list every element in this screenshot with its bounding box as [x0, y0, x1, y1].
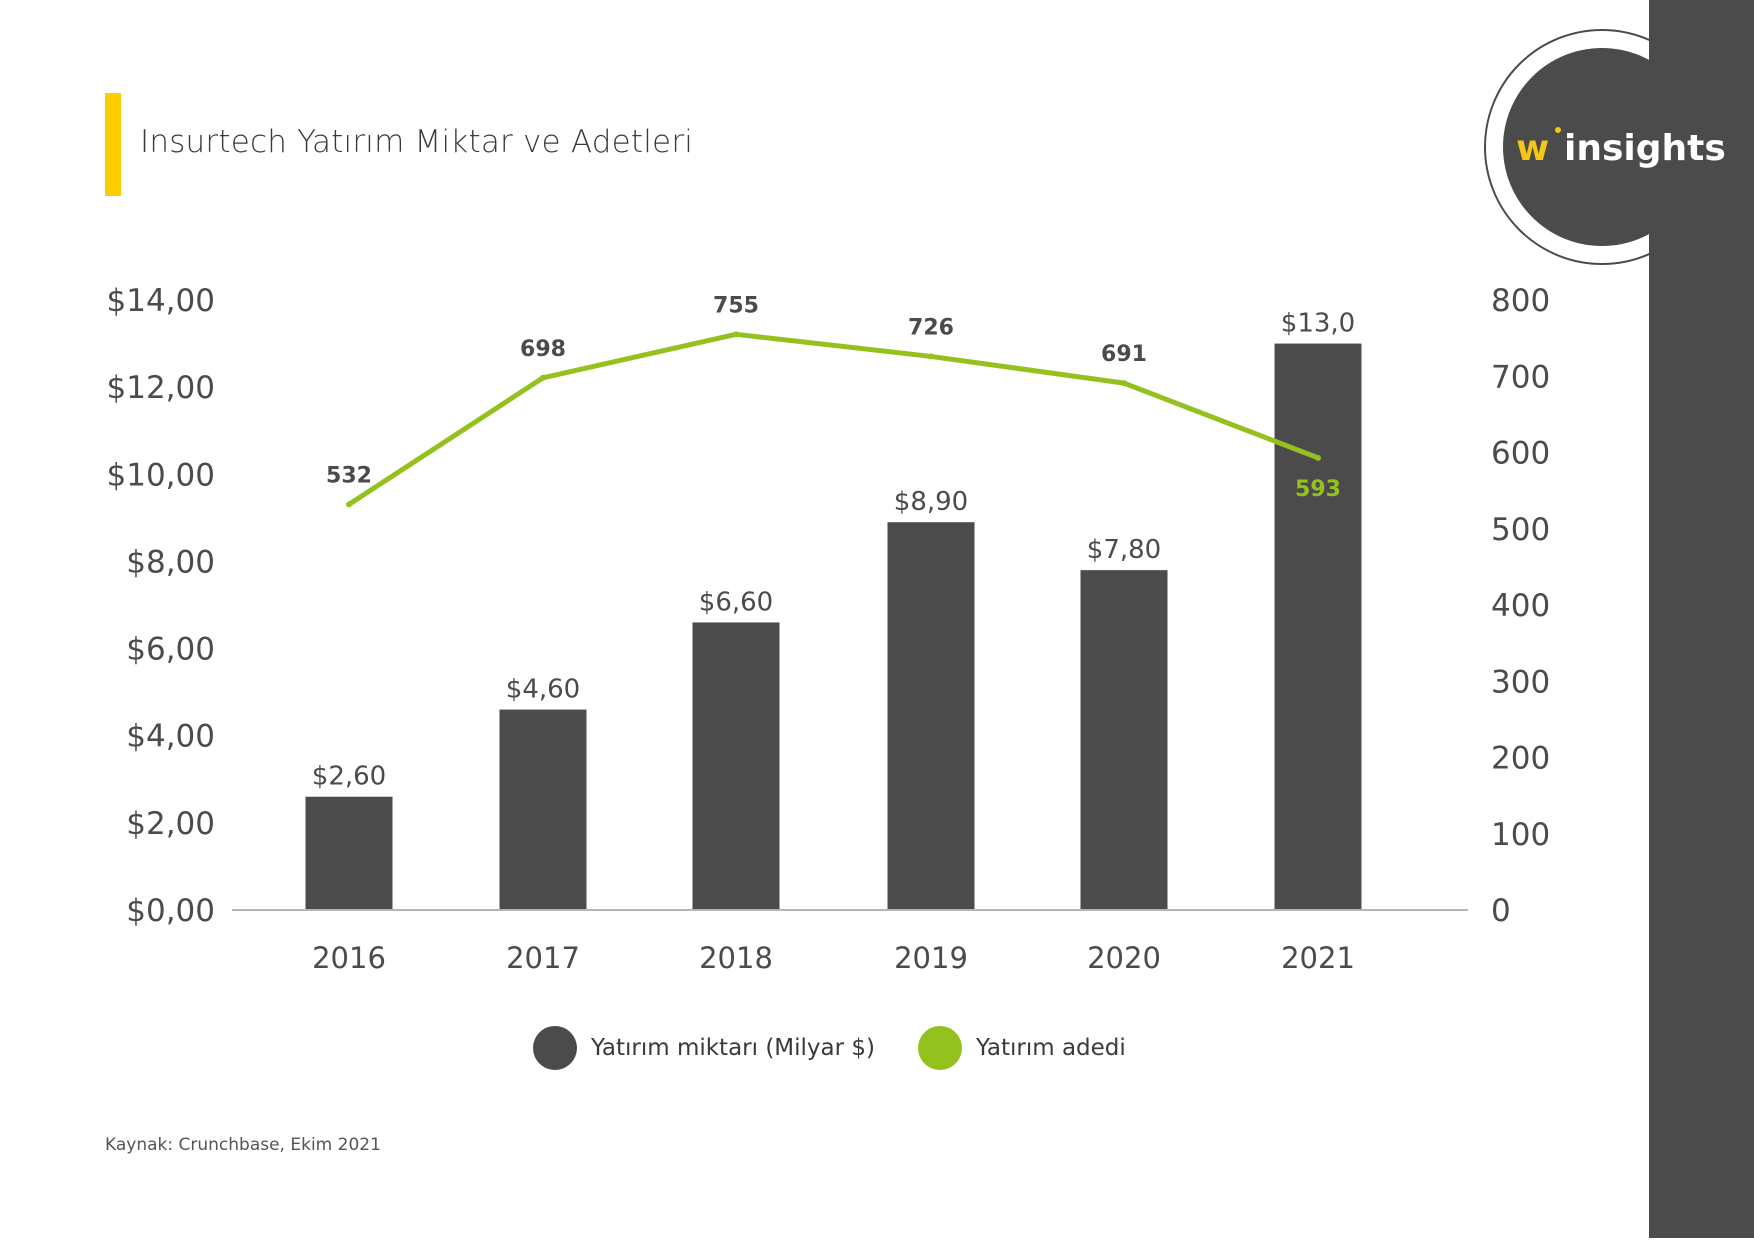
left-axis-tick: $0,00	[126, 893, 215, 929]
x-axis-tick: 2020	[1087, 941, 1161, 975]
right-axis-tick: 400	[1491, 588, 1550, 624]
legend-swatch-bar	[533, 1026, 577, 1070]
legend-label-bar: Yatırım miktarı (Milyar $)	[591, 1035, 876, 1061]
line-data-label: 532	[326, 463, 372, 488]
left-axis-tick: $6,00	[126, 632, 215, 668]
left-axis-tick: $8,00	[126, 544, 215, 580]
bar-data-label: $2,60	[312, 762, 386, 792]
logo-w: w	[1516, 128, 1549, 169]
right-axis-tick: 600	[1491, 436, 1550, 472]
line-point	[1121, 380, 1127, 387]
x-axis-tick: 2019	[894, 941, 968, 975]
bar-data-label: $6,60	[699, 587, 773, 617]
x-axis-tick: 2016	[312, 941, 386, 975]
bar	[1080, 570, 1168, 910]
bar	[692, 622, 780, 910]
source-note: Kaynak: Crunchbase, Ekim 2021	[105, 1135, 381, 1155]
left-axis-tick: $14,00	[107, 283, 215, 319]
line-point	[928, 353, 934, 360]
title-accent-bar	[105, 93, 121, 196]
x-axis-tick: 2017	[506, 941, 580, 975]
line-data-label: 755	[713, 293, 759, 318]
right-axis-tick: 700	[1491, 359, 1550, 395]
left-axis-tick: $2,00	[126, 806, 215, 842]
right-axis-tick: 100	[1491, 817, 1550, 853]
legend-swatch-line	[918, 1026, 962, 1070]
line-series	[347, 331, 1319, 507]
chart-title: Insurtech Yatırım Miktar ve Adetleri	[140, 124, 694, 160]
bar-data-label: $4,60	[506, 675, 580, 705]
line-point	[346, 501, 352, 508]
bar-data-label: $8,90	[894, 487, 968, 517]
right-axis-tick: 300	[1491, 664, 1550, 700]
line-data-label: 698	[520, 337, 566, 362]
bar	[887, 522, 975, 910]
line-data-label: 726	[908, 315, 954, 340]
bar	[499, 709, 587, 910]
legend-item-line: Yatırım adedi	[918, 1026, 1126, 1070]
line-point	[733, 331, 739, 338]
x-axis-tick: 2021	[1281, 941, 1355, 975]
line-data-label: 691	[1101, 342, 1147, 367]
x-axis-tick: 2018	[699, 941, 773, 975]
legend-item-bar: Yatırım miktarı (Milyar $)	[533, 1026, 875, 1070]
line-point	[1315, 454, 1321, 461]
right-axis-tick: 0	[1491, 893, 1511, 929]
left-axis-tick: $4,00	[126, 719, 215, 755]
bar	[1274, 343, 1362, 911]
logo-insights: insights	[1564, 128, 1726, 169]
left-axis-tick: $10,00	[107, 457, 215, 493]
right-axis-tick: 200	[1491, 741, 1550, 777]
line-point	[540, 374, 546, 381]
right-axis-tick: 500	[1491, 512, 1550, 548]
bar-data-label: $13,0	[1281, 309, 1355, 339]
logo: w insights	[1484, 29, 1726, 265]
bar-data-label: $7,80	[1087, 535, 1161, 565]
bar	[305, 796, 393, 910]
left-axis-tick: $12,00	[107, 370, 215, 406]
legend-label-line: Yatırım adedi	[976, 1035, 1126, 1061]
right-axis-tick: 800	[1491, 283, 1550, 319]
line-data-label: 593	[1295, 477, 1341, 502]
